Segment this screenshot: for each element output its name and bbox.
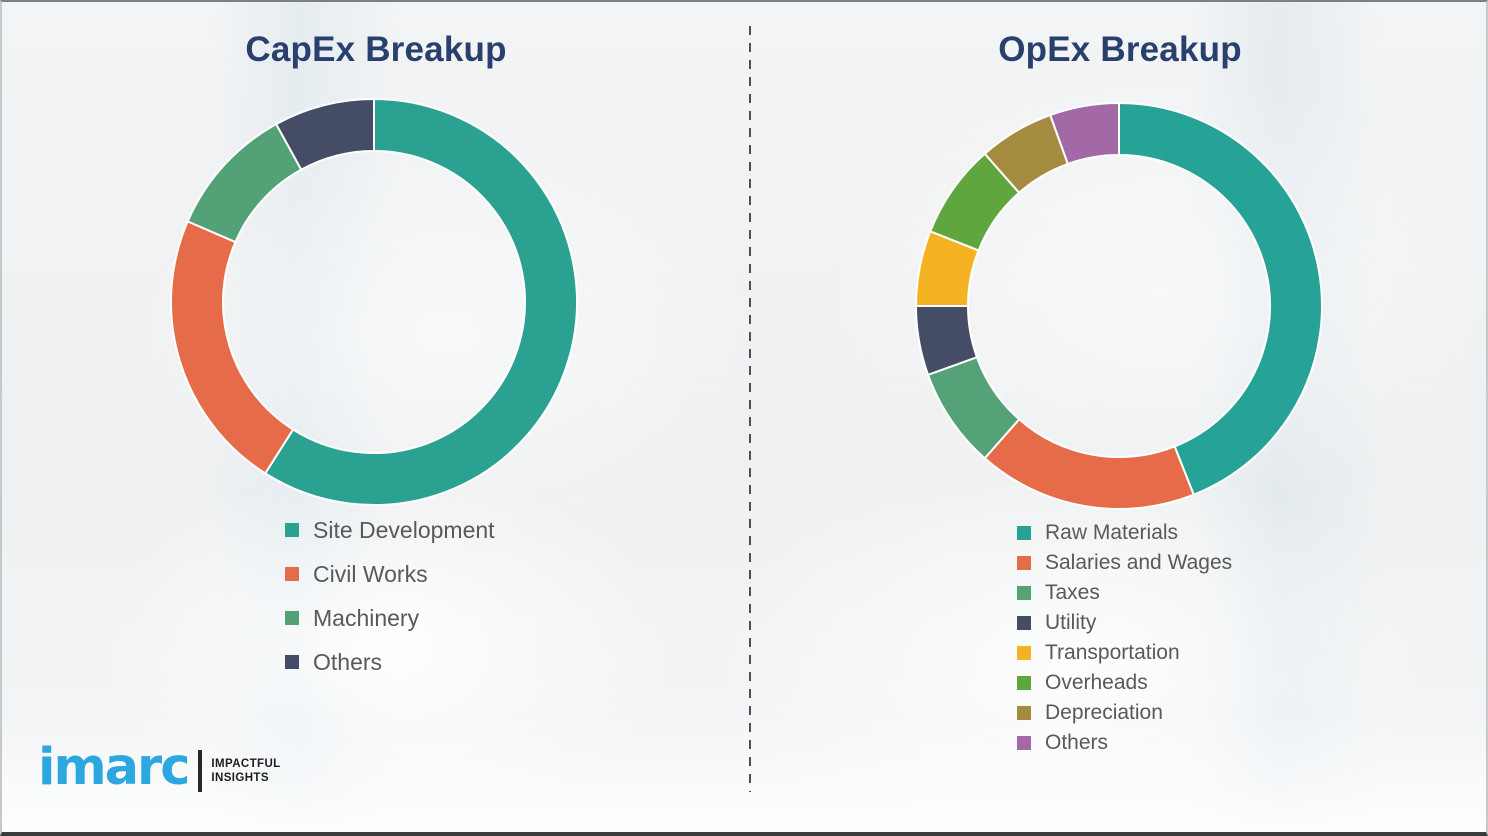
legend-swatch-others: [1017, 736, 1031, 750]
capex-donut-chart: [169, 97, 579, 507]
legend-swatch-raw-materials: [1017, 526, 1031, 540]
capex-legend: Site Development Civil Works Machinery Othe…: [285, 508, 495, 684]
donut-segment-salaries-and-wages: [983, 418, 1195, 510]
legend-swatch-utility: [1017, 616, 1031, 630]
legend-label: Others: [313, 648, 383, 675]
imarc-logo-tagline: IMPACTFUL INSIGHTS: [211, 757, 280, 785]
legend-item-others: Others: [1017, 728, 1232, 758]
capex-donut-svg: [170, 98, 578, 506]
legend-item-depreciation: Depreciation: [1017, 698, 1232, 728]
legend-swatch-transportation: [1017, 646, 1031, 660]
legend-item-others: Others: [285, 640, 495, 684]
legend-label: Utility: [1045, 611, 1097, 634]
legend-swatch-civil-works: [285, 567, 299, 581]
opex-donut-svg: [915, 102, 1323, 510]
capex-panel: CapEx Breakup Site Development Civil Work…: [2, 2, 750, 832]
legend-label: Transportation: [1045, 641, 1180, 664]
legend-item-civil-works: Civil Works: [285, 552, 495, 596]
legend-item-machinery: Machinery: [285, 596, 495, 640]
legend-item-transportation: Transportation: [1017, 638, 1232, 668]
divider-dashed-line: [749, 26, 751, 792]
legend-item-overheads: Overheads: [1017, 668, 1232, 698]
capex-title: CapEx Breakup: [245, 30, 507, 69]
legend-swatch-machinery: [285, 611, 299, 625]
donut-segment-civil-works: [170, 220, 295, 475]
legend-item-taxes: Taxes: [1017, 578, 1232, 608]
legend-label: Depreciation: [1045, 701, 1163, 724]
donut-segment-raw-materials: [1118, 102, 1323, 496]
legend-swatch-taxes: [1017, 586, 1031, 600]
legend-item-raw-materials: Raw Materials: [1017, 518, 1232, 548]
opex-title: OpEx Breakup: [998, 30, 1242, 69]
legend-item-salaries-and-wages: Salaries and Wages: [1017, 548, 1232, 578]
legend-swatch-overheads: [1017, 676, 1031, 690]
opex-legend: Raw Materials Salaries and Wages Taxes Util…: [1017, 518, 1232, 758]
opex-donut-chart: [914, 101, 1324, 511]
imarc-tagline-line2: INSIGHTS: [211, 772, 269, 784]
legend-label: Salaries and Wages: [1045, 551, 1233, 574]
legend-swatch-depreciation: [1017, 706, 1031, 720]
imarc-logo-wordmark: imarc: [38, 738, 190, 797]
legend-item-site-development: Site Development: [285, 508, 495, 552]
imarc-tagline-line1: IMPACTFUL: [211, 758, 281, 770]
imarc-logo-divider-bar: [198, 750, 203, 792]
legend-label: Civil Works: [313, 560, 428, 587]
donut-segment-others: [1049, 102, 1120, 165]
imarc-logo: imarc IMPACTFUL INSIGHTS: [38, 739, 281, 797]
donut-segment-site-development: [264, 98, 578, 506]
legend-swatch-site-development: [285, 523, 299, 537]
legend-item-utility: Utility: [1017, 608, 1232, 638]
legend-swatch-others: [285, 655, 299, 669]
legend-label: Site Development: [313, 516, 495, 543]
opex-panel: OpEx Breakup Raw Materials Salaries and W…: [750, 2, 1486, 832]
legend-swatch-salaries-and-wages: [1017, 556, 1031, 570]
legend-label: Machinery: [313, 604, 420, 631]
donut-segment-machinery: [186, 123, 303, 244]
donut-segment-others: [275, 98, 375, 171]
legend-label: Overheads: [1045, 671, 1148, 694]
legend-label: Raw Materials: [1045, 521, 1179, 544]
legend-label: Taxes: [1045, 581, 1100, 604]
legend-label: Others: [1045, 731, 1109, 754]
